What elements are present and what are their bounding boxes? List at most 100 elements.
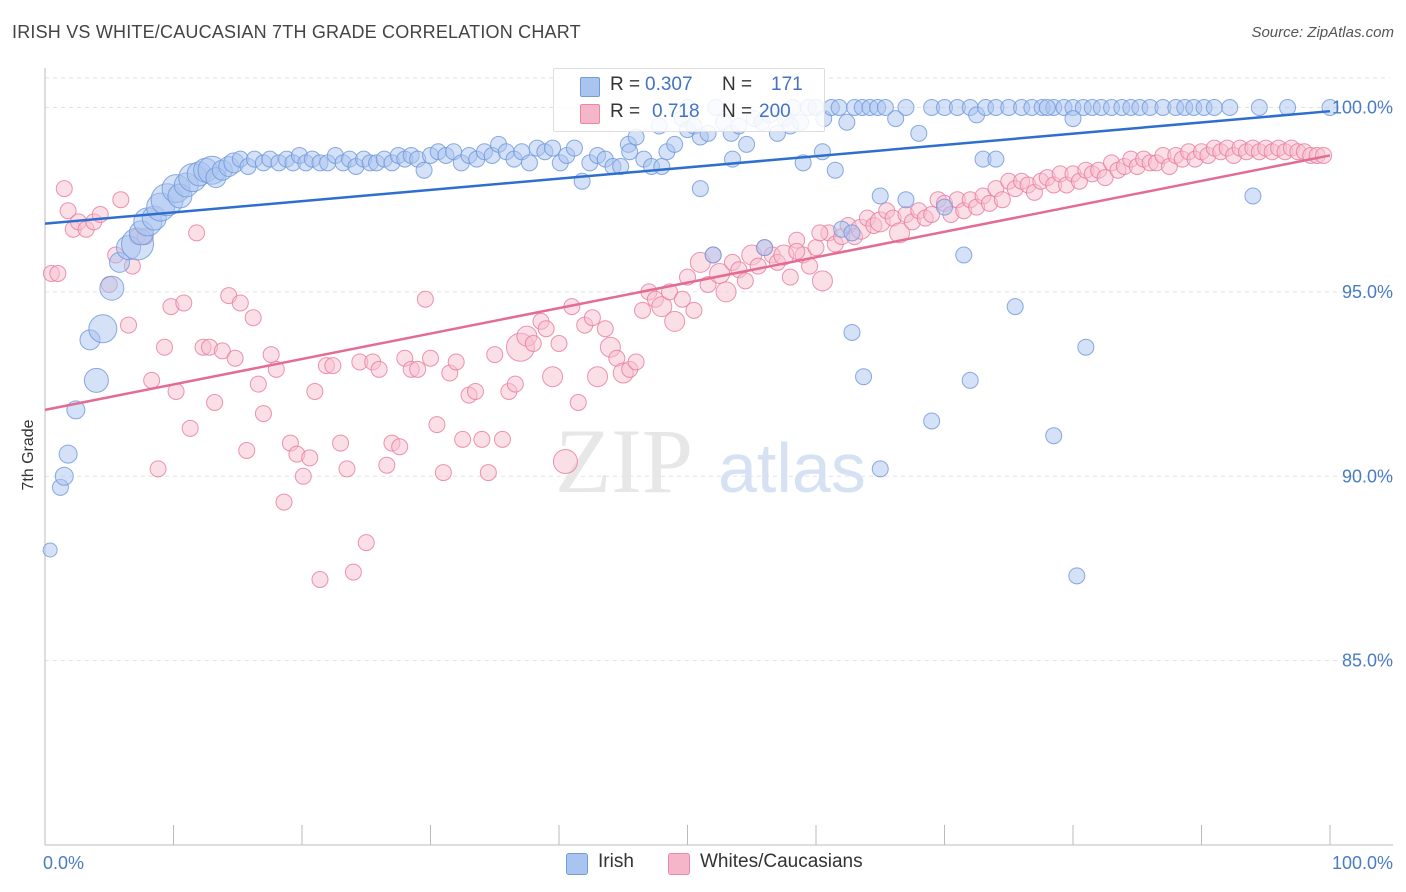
whites-point-81: [552, 449, 578, 474]
whites-point-59: [416, 290, 434, 308]
whites-point-53: [378, 456, 396, 474]
irish-point-147: [1221, 99, 1239, 116]
n-value-irish: 171: [771, 74, 803, 95]
whites-point-96: [651, 296, 673, 318]
whites-point-120: [807, 239, 825, 257]
whites-swatch: [580, 104, 600, 124]
whites-point-64: [447, 353, 465, 371]
whites-point-16: [143, 371, 161, 389]
irish-point-3: [58, 444, 78, 464]
whites-point-78: [537, 320, 555, 338]
x-tick-label-0: 0.0%: [43, 853, 84, 873]
irish-point-161: [843, 224, 861, 242]
irish-swatch: [580, 77, 600, 97]
irish-point-87: [666, 135, 684, 153]
whites-point-67: [466, 382, 484, 400]
whites-point-42: [306, 382, 324, 400]
whites-point-121: [811, 270, 833, 292]
irish-point-2: [54, 466, 74, 486]
irish-point-175: [961, 371, 979, 389]
r-label: R =: [610, 74, 641, 95]
whites-point-1: [49, 264, 67, 282]
whites-point-22: [181, 419, 199, 437]
irish-point-7: [88, 314, 118, 344]
irish-point-169: [1038, 99, 1056, 116]
irish-point-168: [1006, 298, 1024, 316]
whites-point-138: [923, 205, 941, 223]
whites-point-98: [664, 310, 686, 332]
series-legend: Irish Whites/Caucasians: [0, 850, 1406, 878]
whites-point-80: [550, 335, 568, 352]
irish-point-71: [544, 139, 562, 157]
y-tick-label-2: 95.0%: [1342, 282, 1393, 302]
irish-point-146: [1205, 99, 1223, 116]
whites-point-17: [149, 460, 167, 478]
irish-point-171: [843, 323, 861, 341]
irish-point-164: [936, 198, 953, 216]
whites-point-37: [275, 493, 293, 511]
tick-labels: 85.0% 90.0% 95.0% 100.0% 0.0% 100.0%: [43, 98, 1393, 874]
whites-point-109: [736, 272, 754, 290]
whites-point-106: [715, 281, 737, 303]
whites-point-55: [391, 438, 409, 456]
irish-point-74: [565, 139, 583, 157]
axes: [44, 68, 1393, 846]
n-label: N =: [722, 101, 753, 122]
irish-point-163: [897, 191, 915, 209]
chart-title: IRISH VS WHITE/CAUCASIAN 7TH GRADE CORRE…: [12, 22, 581, 42]
irish-point-178: [1244, 187, 1262, 205]
whites-point-201: [811, 224, 829, 242]
legend-label-whites: Whites/Caucasians: [700, 851, 863, 872]
trend-lines: [44, 109, 1331, 412]
whites-point-30: [231, 294, 249, 312]
irish-point-154: [704, 246, 722, 264]
series-whites-points: [42, 139, 1333, 588]
n-label: N =: [722, 74, 753, 95]
whites-point-111: [749, 257, 767, 275]
whites-point-46: [332, 434, 350, 452]
irish-point-117: [897, 99, 915, 116]
whites-point-79: [542, 366, 564, 388]
whites-point-62: [434, 464, 452, 482]
whites-point-149: [993, 191, 1011, 209]
n-value-whites: 200: [759, 101, 791, 122]
irish-point-110: [838, 113, 856, 131]
whites-point-50: [357, 534, 375, 552]
y-axis-label: 7th Grade: [20, 419, 37, 490]
irish-point-162: [871, 187, 889, 205]
whites-point-101: [685, 301, 703, 319]
whites-point-32: [244, 309, 262, 327]
whites-point-133: [889, 222, 911, 244]
x-tick-label-1: 100.0%: [1332, 853, 1393, 873]
y-tick-label-3: 100.0%: [1332, 98, 1393, 118]
irish-point-153: [691, 180, 709, 198]
irish-point-0: [42, 542, 58, 558]
whites-point-116: [781, 268, 799, 286]
irish-point-167: [987, 150, 1005, 168]
irish-point-116: [887, 110, 905, 128]
source-credit: Source: ZipAtlas.com: [1251, 24, 1394, 41]
irish-point-177: [1077, 338, 1095, 356]
irish-point-149: [1279, 99, 1297, 116]
whites-point-70: [486, 346, 504, 364]
whites-point-68: [473, 430, 491, 448]
whites-point-58: [409, 360, 427, 378]
whites-point-83: [569, 394, 587, 411]
stats-legend: R = 0.307 N = 171 R = 0.718 N = 200: [553, 68, 825, 132]
whites-point-93: [634, 301, 652, 319]
irish-point-180: [756, 239, 774, 257]
irish-point-151: [621, 143, 639, 161]
whites-point-40: [294, 467, 312, 485]
whites-point-165: [1096, 169, 1114, 187]
whites-point-92: [627, 353, 645, 371]
y-tick-label-1: 90.0%: [1342, 466, 1393, 486]
legend-label-irish: Irish: [598, 851, 634, 872]
trend-line-whites: [44, 154, 1331, 412]
irish-point-179: [1068, 567, 1086, 585]
whites-point-35: [262, 346, 280, 364]
whites-point-48: [344, 563, 362, 581]
irish-point-165: [955, 246, 973, 264]
irish-point-97: [738, 135, 756, 153]
whites-point-43: [311, 571, 329, 588]
